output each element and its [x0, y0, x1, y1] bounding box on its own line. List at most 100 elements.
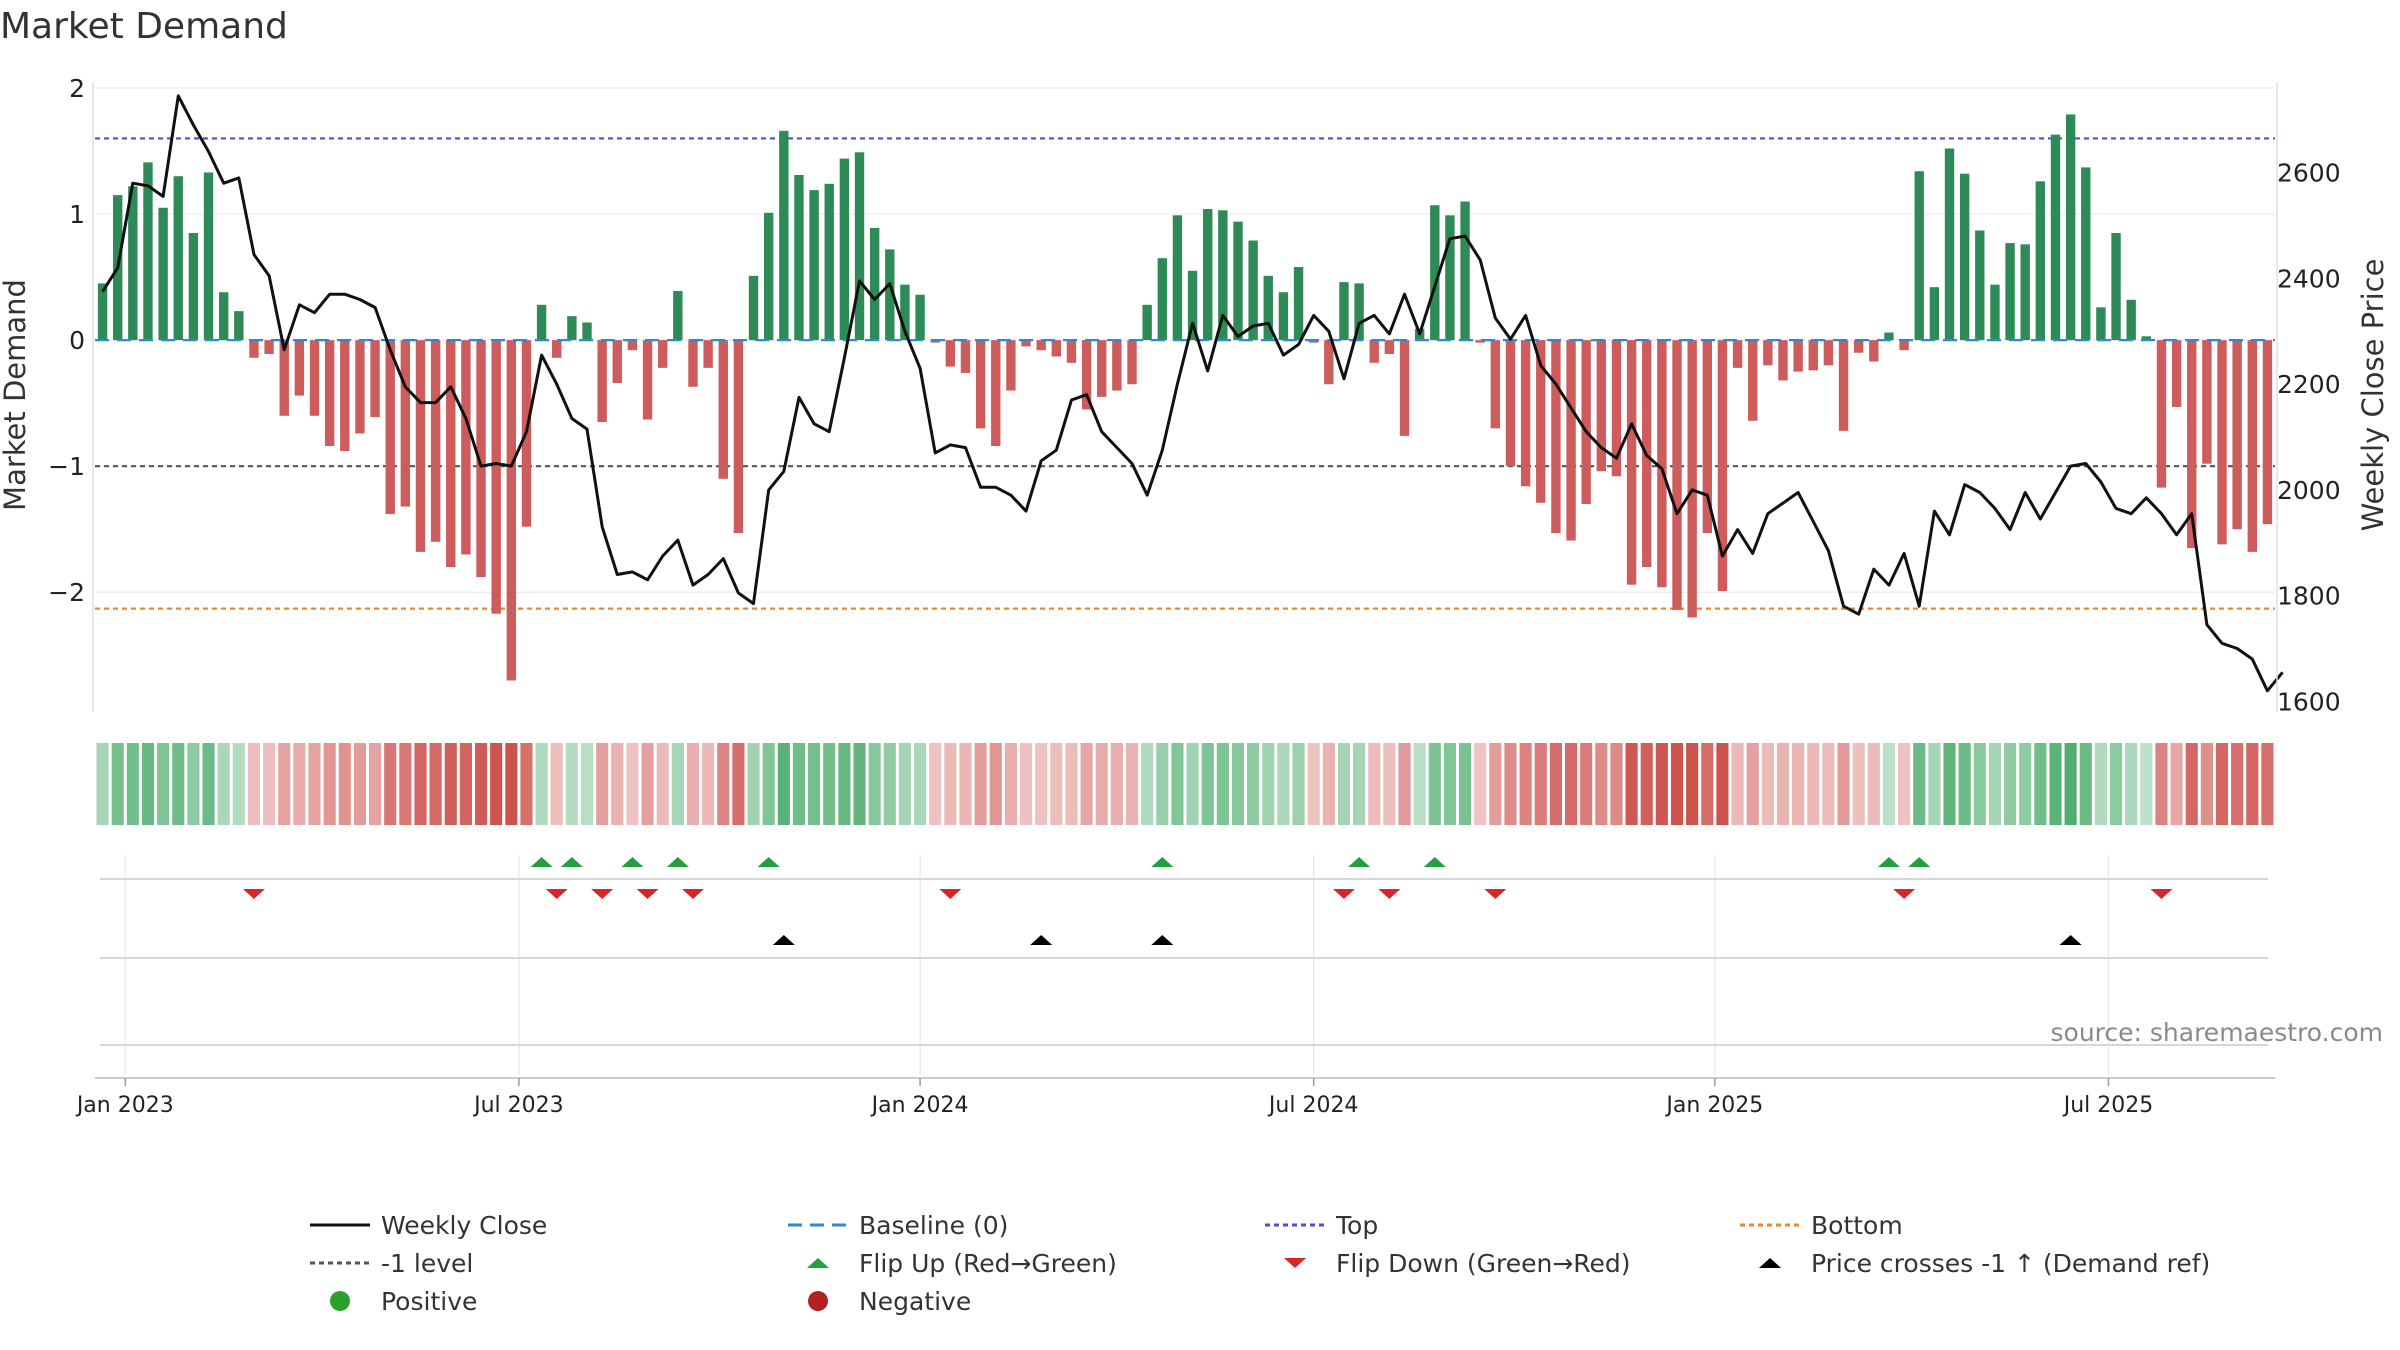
demand-bar	[885, 249, 895, 341]
demand-bar	[203, 172, 214, 341]
heat-cell	[1353, 743, 1366, 825]
legend-item-price-cross: Price crosses -1 ↑ (Demand ref)	[1759, 1249, 2210, 1278]
legend-label: Flip Up (Red→Green)	[859, 1249, 1117, 1278]
demand-bar	[158, 207, 168, 341]
legend-item-bottom: Bottom	[1740, 1211, 1903, 1240]
heat-cell	[263, 743, 276, 825]
legend-item-baseline: Baseline (0)	[788, 1211, 1008, 1240]
demand-bar	[491, 340, 501, 614]
right-tick-label: 2400	[2277, 264, 2341, 293]
heat-cell	[1383, 743, 1396, 825]
heat-cell	[1337, 743, 1351, 825]
heat-cell	[217, 743, 230, 825]
heat-cell	[1247, 743, 1260, 825]
demand-bar	[1324, 340, 1334, 385]
heat-cell	[2064, 743, 2077, 825]
heat-cell	[2094, 743, 2107, 825]
legend-item-weekly-close: Weekly Close	[310, 1211, 547, 1240]
demand-bar	[143, 162, 153, 341]
heat-cell	[1807, 743, 1820, 825]
heat-cell	[1716, 743, 1729, 825]
heat-cell	[232, 743, 245, 825]
demand-bar	[1793, 340, 1803, 372]
heat-cell	[1549, 743, 1562, 825]
heat-cell	[293, 743, 306, 825]
demand-bar	[1066, 340, 1077, 363]
legend-label: Price crosses -1 ↑ (Demand ref)	[1811, 1249, 2210, 1278]
heat-cell	[611, 743, 624, 825]
heat-cell	[2231, 743, 2244, 825]
demand-bar	[2126, 299, 2136, 341]
flip-up-marker	[666, 857, 689, 867]
heat-cell	[429, 743, 442, 825]
demand-bar	[794, 174, 804, 341]
demand-bar	[461, 340, 471, 555]
demand-bar	[1278, 292, 1289, 341]
heat-cell	[808, 743, 821, 825]
demand-bar	[1611, 340, 1622, 477]
reference-lines	[95, 137, 2275, 610]
heat-cell	[2185, 743, 2198, 825]
demand-bar	[975, 340, 986, 429]
heat-cell	[490, 743, 503, 825]
heat-cell	[1792, 743, 1805, 825]
demand-bar	[1263, 275, 1273, 341]
demand-bar	[188, 232, 199, 341]
heat-cell	[96, 743, 109, 825]
legend-label: Negative	[859, 1287, 971, 1316]
heat-cell	[717, 743, 730, 825]
demand-bar	[733, 340, 744, 533]
heat-cell	[2155, 743, 2168, 825]
demand-bar	[340, 340, 350, 452]
heat-cell	[898, 743, 911, 825]
demand-bar	[612, 340, 622, 383]
demand-bar	[673, 290, 683, 341]
heat-cell	[596, 743, 609, 825]
heat-cell	[1004, 743, 1017, 825]
heat-cell	[550, 743, 563, 825]
legend-item-minus-one: -1 level	[310, 1249, 473, 1278]
demand-bar	[324, 340, 335, 447]
heat-cell	[247, 743, 261, 825]
demand-bar	[2171, 340, 2182, 407]
demand-bar	[1218, 210, 1228, 341]
demand-bar	[173, 176, 183, 341]
demand-bar	[1172, 215, 1183, 341]
heat-cell	[459, 743, 472, 825]
heat-cell	[1489, 743, 1502, 825]
demand-bar	[2187, 340, 2197, 549]
chart-title: Market Demand	[0, 6, 288, 47]
heat-cell	[126, 743, 139, 825]
heat-cell	[384, 743, 397, 825]
x-tick-label: Jan 2024	[870, 1093, 969, 1118]
demand-bar	[960, 340, 971, 373]
price-cross-marker	[1151, 935, 1174, 945]
event-markers	[242, 857, 2173, 945]
heat-cell	[1913, 743, 1926, 825]
left-tick-label: −2	[48, 578, 85, 607]
heat-cell	[1610, 743, 1623, 825]
heat-cell	[929, 743, 942, 825]
demand-bar	[1293, 267, 1304, 341]
heat-cell	[974, 743, 987, 825]
flip-down-marker	[545, 889, 568, 899]
demand-bar	[1823, 340, 1834, 366]
heat-cell	[1761, 743, 1774, 825]
demand-bar	[2020, 244, 2030, 341]
demand-bar	[2096, 307, 2106, 341]
heat-cell	[1731, 743, 1744, 825]
heat-cell	[474, 743, 488, 825]
demand-bar	[824, 183, 834, 341]
left-axis-label: Market Demand	[0, 279, 32, 511]
heat-cell	[989, 743, 1002, 825]
demand-bar	[991, 340, 1001, 447]
demand-bar	[1248, 240, 1258, 341]
heat-cell	[1822, 743, 1835, 825]
heat-cell	[1943, 743, 1956, 825]
demand-bar	[2065, 114, 2076, 341]
demand-bar	[1339, 282, 1349, 341]
demand-bar	[415, 340, 426, 552]
demand-bar	[552, 340, 562, 358]
demand-bar	[294, 340, 305, 396]
flip-up-marker	[1908, 857, 1931, 867]
